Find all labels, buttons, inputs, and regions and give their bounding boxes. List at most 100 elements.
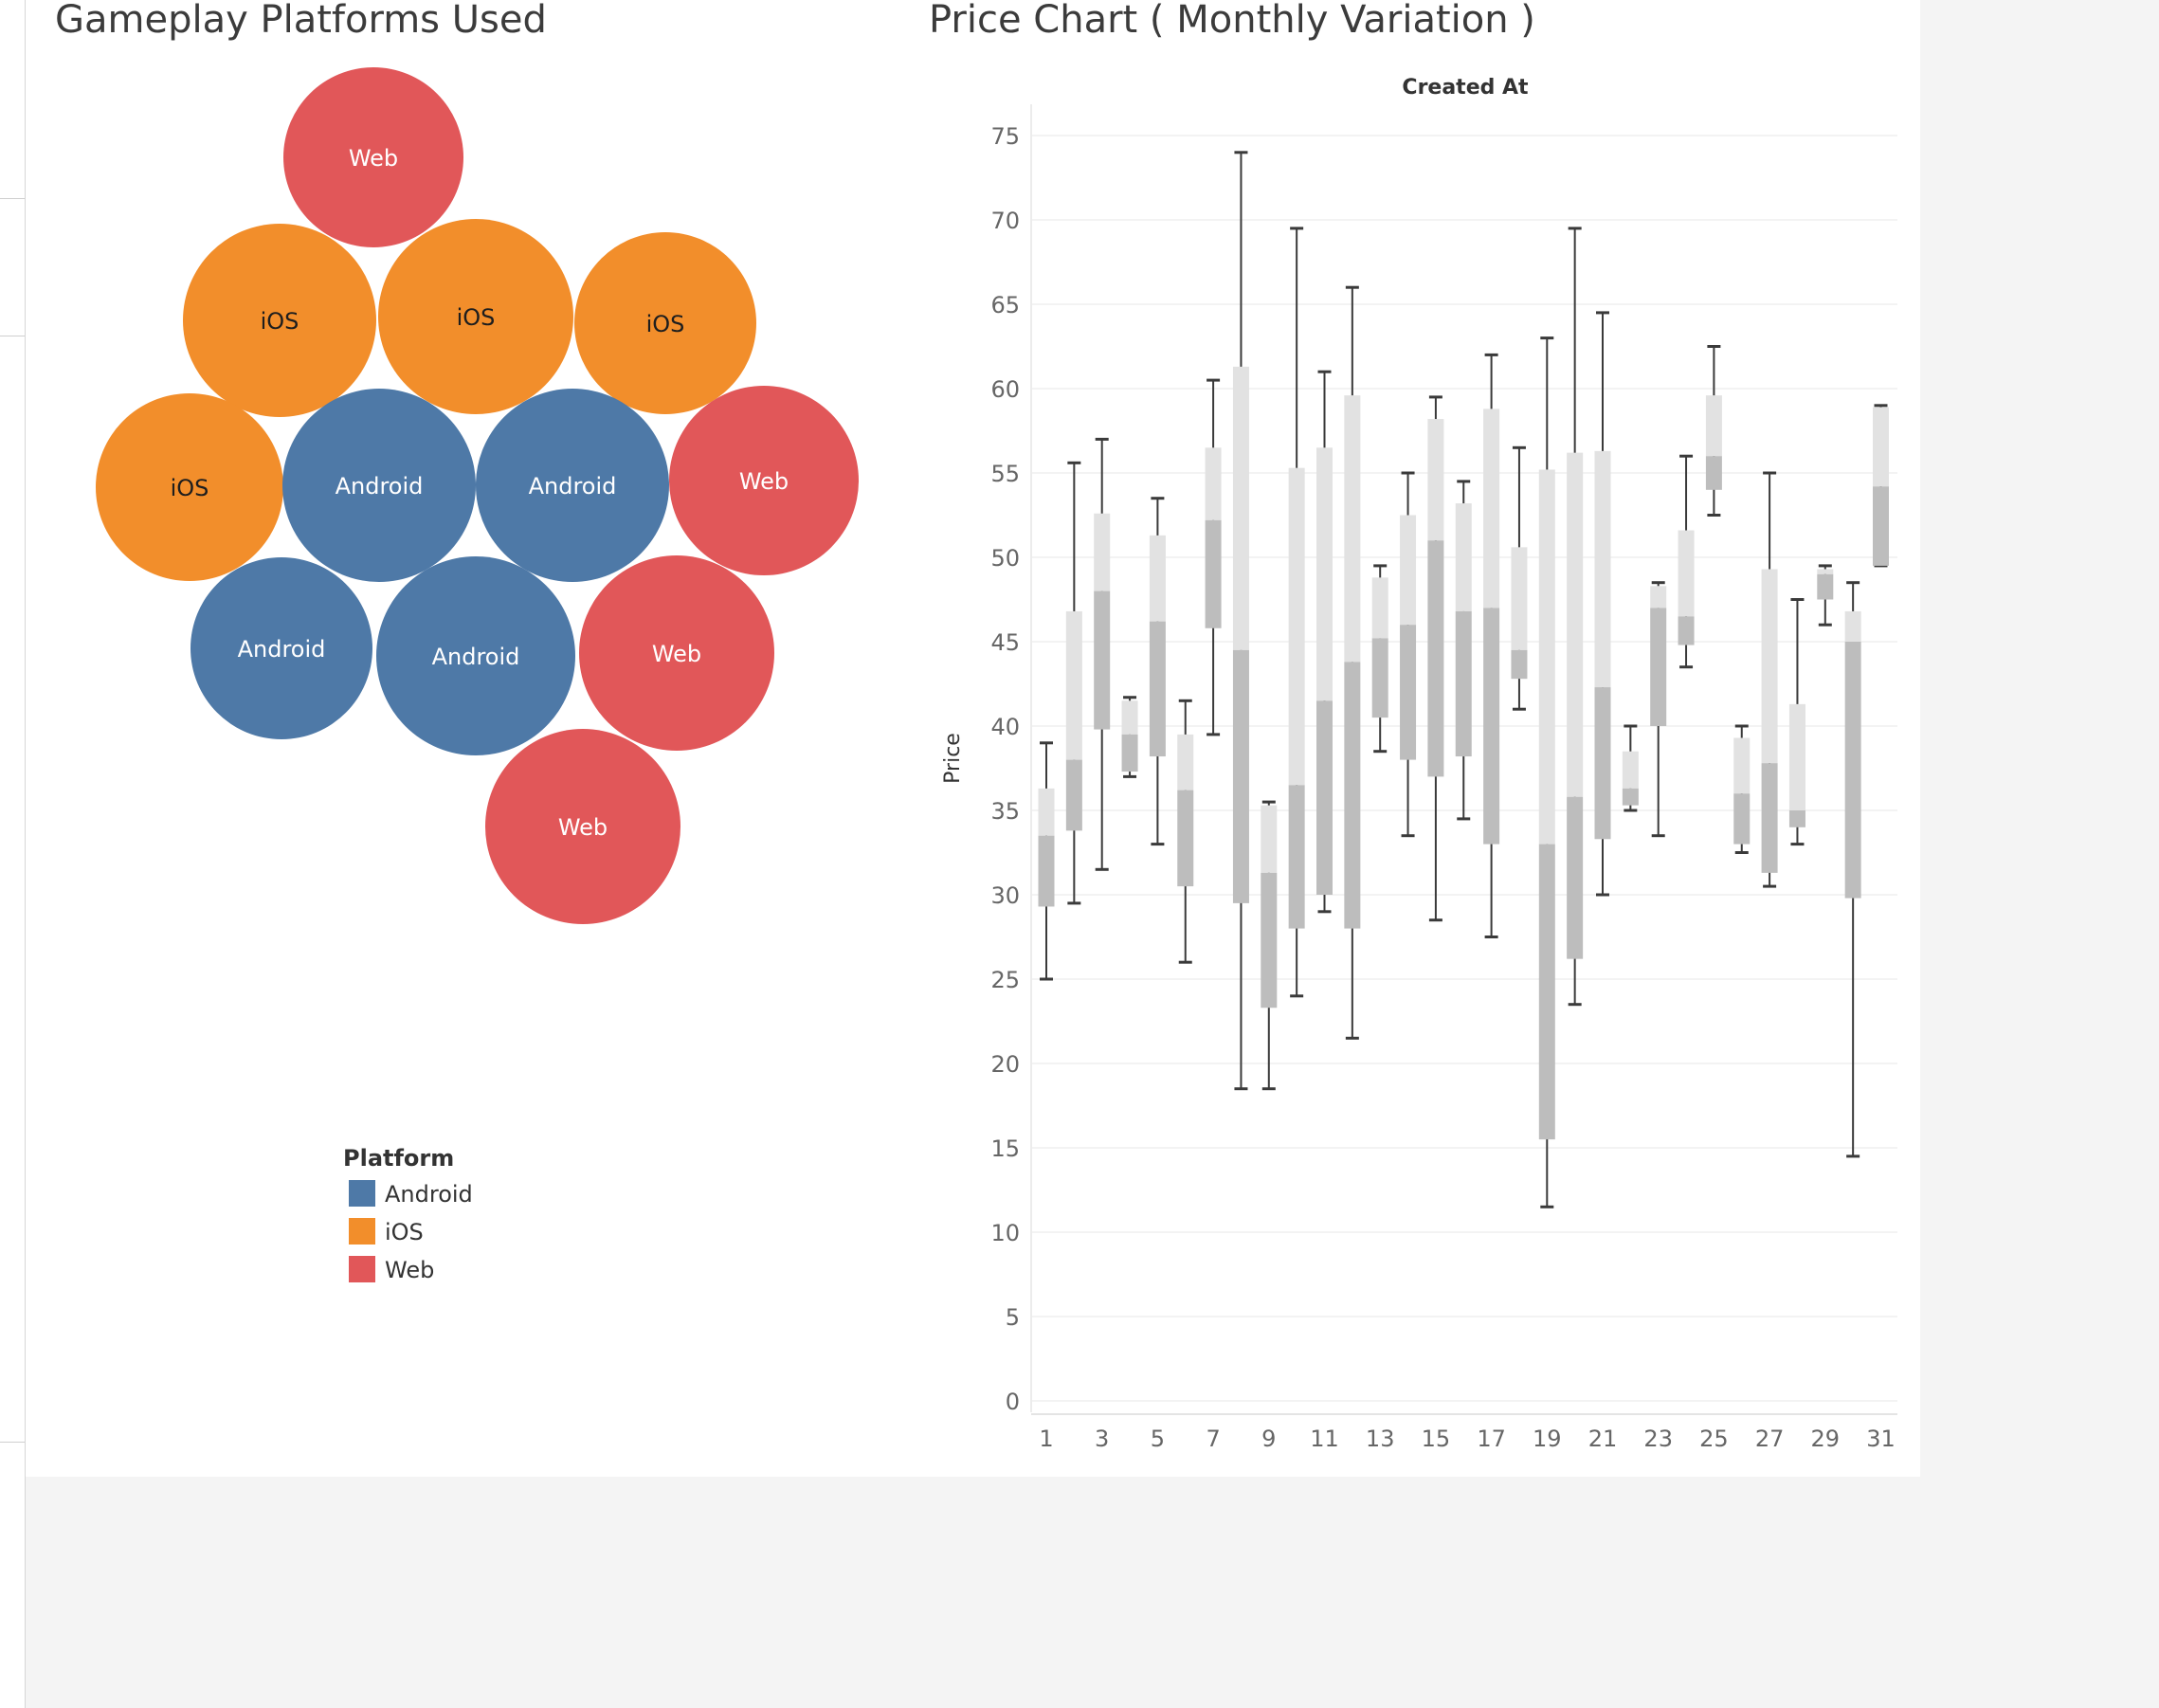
bubble-ios[interactable] bbox=[96, 393, 283, 581]
legend-label-web[interactable]: Web bbox=[385, 1257, 434, 1283]
box-lower bbox=[1288, 785, 1305, 929]
bubble-web[interactable] bbox=[283, 67, 463, 247]
bubble-label: Android bbox=[529, 473, 617, 500]
y-tick-label: 20 bbox=[990, 1051, 1020, 1078]
box-lower bbox=[1511, 649, 1528, 680]
bubble-label: Android bbox=[336, 473, 424, 500]
left-rail bbox=[0, 0, 26, 1708]
box-day-5[interactable] bbox=[1149, 497, 1166, 846]
box-day-11[interactable] bbox=[1316, 370, 1333, 914]
box-day-4[interactable] bbox=[1121, 696, 1138, 778]
bubble-android[interactable] bbox=[376, 556, 575, 755]
box-lower bbox=[1567, 796, 1584, 959]
box-lower bbox=[1371, 638, 1388, 718]
bubble-ios[interactable] bbox=[378, 219, 573, 414]
y-axis-label: Price bbox=[941, 733, 965, 784]
y-tick-label: 10 bbox=[990, 1220, 1020, 1246]
box-lower bbox=[1205, 519, 1222, 628]
box-day-15[interactable] bbox=[1427, 395, 1444, 922]
legend-swatch-android[interactable] bbox=[349, 1180, 375, 1207]
bubble-label: iOS bbox=[171, 475, 209, 501]
x-tick-label: 9 bbox=[1261, 1426, 1276, 1452]
box-lower bbox=[1817, 573, 1834, 600]
box-upper bbox=[1205, 447, 1222, 520]
box-day-7[interactable] bbox=[1205, 378, 1222, 736]
box-lower bbox=[1038, 835, 1055, 907]
bubble-android[interactable] bbox=[190, 557, 372, 739]
box-day-6[interactable] bbox=[1177, 699, 1194, 964]
x-tick-label: 15 bbox=[1422, 1426, 1451, 1452]
box-lower bbox=[1844, 642, 1861, 899]
box-day-18[interactable] bbox=[1511, 445, 1528, 711]
legend-label-ios[interactable]: iOS bbox=[385, 1219, 424, 1245]
box-lower bbox=[1232, 649, 1249, 903]
box-upper bbox=[1288, 467, 1305, 786]
bubble-android[interactable] bbox=[476, 389, 669, 582]
box-day-2[interactable] bbox=[1065, 461, 1082, 905]
box-day-28[interactable] bbox=[1788, 598, 1805, 846]
box-day-26[interactable] bbox=[1733, 724, 1751, 854]
y-tick-label: 0 bbox=[1006, 1389, 1020, 1415]
bubble-ios[interactable] bbox=[183, 224, 376, 417]
box-day-17[interactable] bbox=[1483, 353, 1500, 938]
box-day-8[interactable] bbox=[1232, 151, 1249, 1091]
box-day-22[interactable] bbox=[1622, 724, 1639, 812]
box-day-20[interactable] bbox=[1567, 227, 1584, 1007]
x-tick-label: 29 bbox=[1811, 1426, 1841, 1452]
box-day-24[interactable] bbox=[1678, 454, 1695, 669]
box-upper bbox=[1873, 407, 1889, 487]
box-day-14[interactable] bbox=[1400, 471, 1417, 838]
legend-swatch-web[interactable] bbox=[349, 1256, 375, 1282]
bubble-android[interactable] bbox=[282, 389, 476, 582]
box-day-29[interactable] bbox=[1817, 564, 1834, 627]
x-tick-label: 11 bbox=[1310, 1426, 1339, 1452]
bubble-label: iOS bbox=[261, 308, 299, 335]
bubble-web[interactable] bbox=[579, 555, 774, 751]
box-lower bbox=[1594, 687, 1611, 840]
y-tick-label: 50 bbox=[990, 545, 1020, 572]
box-lower bbox=[1344, 662, 1361, 929]
y-tick-label: 35 bbox=[990, 798, 1020, 825]
bubble-label: Web bbox=[652, 641, 701, 667]
box-day-25[interactable] bbox=[1705, 345, 1722, 517]
box-day-31[interactable] bbox=[1873, 404, 1889, 568]
bubble-label: iOS bbox=[457, 304, 496, 331]
rail-divider bbox=[0, 198, 25, 199]
box-upper bbox=[1261, 805, 1278, 873]
legend-swatch-ios[interactable] bbox=[349, 1218, 375, 1245]
bubble-web[interactable] bbox=[485, 729, 680, 924]
box-day-12[interactable] bbox=[1344, 285, 1361, 1040]
legend-title: Platform bbox=[343, 1145, 454, 1172]
box-upper bbox=[1483, 409, 1500, 609]
x-tick-label: 27 bbox=[1755, 1426, 1785, 1452]
box-lower bbox=[1678, 616, 1695, 645]
box-day-19[interactable] bbox=[1538, 336, 1555, 1208]
bubble-label: Web bbox=[349, 145, 398, 172]
box-lower bbox=[1316, 700, 1333, 895]
box-day-10[interactable] bbox=[1288, 227, 1305, 998]
box-day-21[interactable] bbox=[1594, 311, 1611, 897]
bubble-ios[interactable] bbox=[574, 232, 756, 414]
box-day-27[interactable] bbox=[1761, 471, 1778, 888]
box-upper bbox=[1817, 569, 1834, 574]
box-day-1[interactable] bbox=[1038, 741, 1055, 981]
box-day-30[interactable] bbox=[1844, 581, 1861, 1158]
box-lower bbox=[1177, 790, 1194, 887]
box-upper bbox=[1094, 513, 1111, 591]
box-day-9[interactable] bbox=[1261, 800, 1278, 1091]
box-day-13[interactable] bbox=[1371, 564, 1388, 754]
box-lower bbox=[1455, 610, 1472, 757]
bubble-chart-title: Gameplay Platforms Used bbox=[55, 0, 547, 42]
box-day-3[interactable] bbox=[1094, 437, 1111, 871]
box-day-16[interactable] bbox=[1455, 480, 1472, 821]
box-day-23[interactable] bbox=[1650, 581, 1667, 838]
box-upper bbox=[1149, 535, 1166, 622]
bubble-web[interactable] bbox=[669, 386, 859, 575]
box-lower bbox=[1121, 734, 1138, 772]
legend-label-android[interactable]: Android bbox=[385, 1181, 473, 1208]
y-tick-label: 40 bbox=[990, 714, 1020, 740]
x-tick-label: 23 bbox=[1643, 1426, 1673, 1452]
box-upper bbox=[1232, 366, 1249, 650]
box-upper bbox=[1567, 452, 1584, 797]
box-upper bbox=[1594, 450, 1611, 688]
